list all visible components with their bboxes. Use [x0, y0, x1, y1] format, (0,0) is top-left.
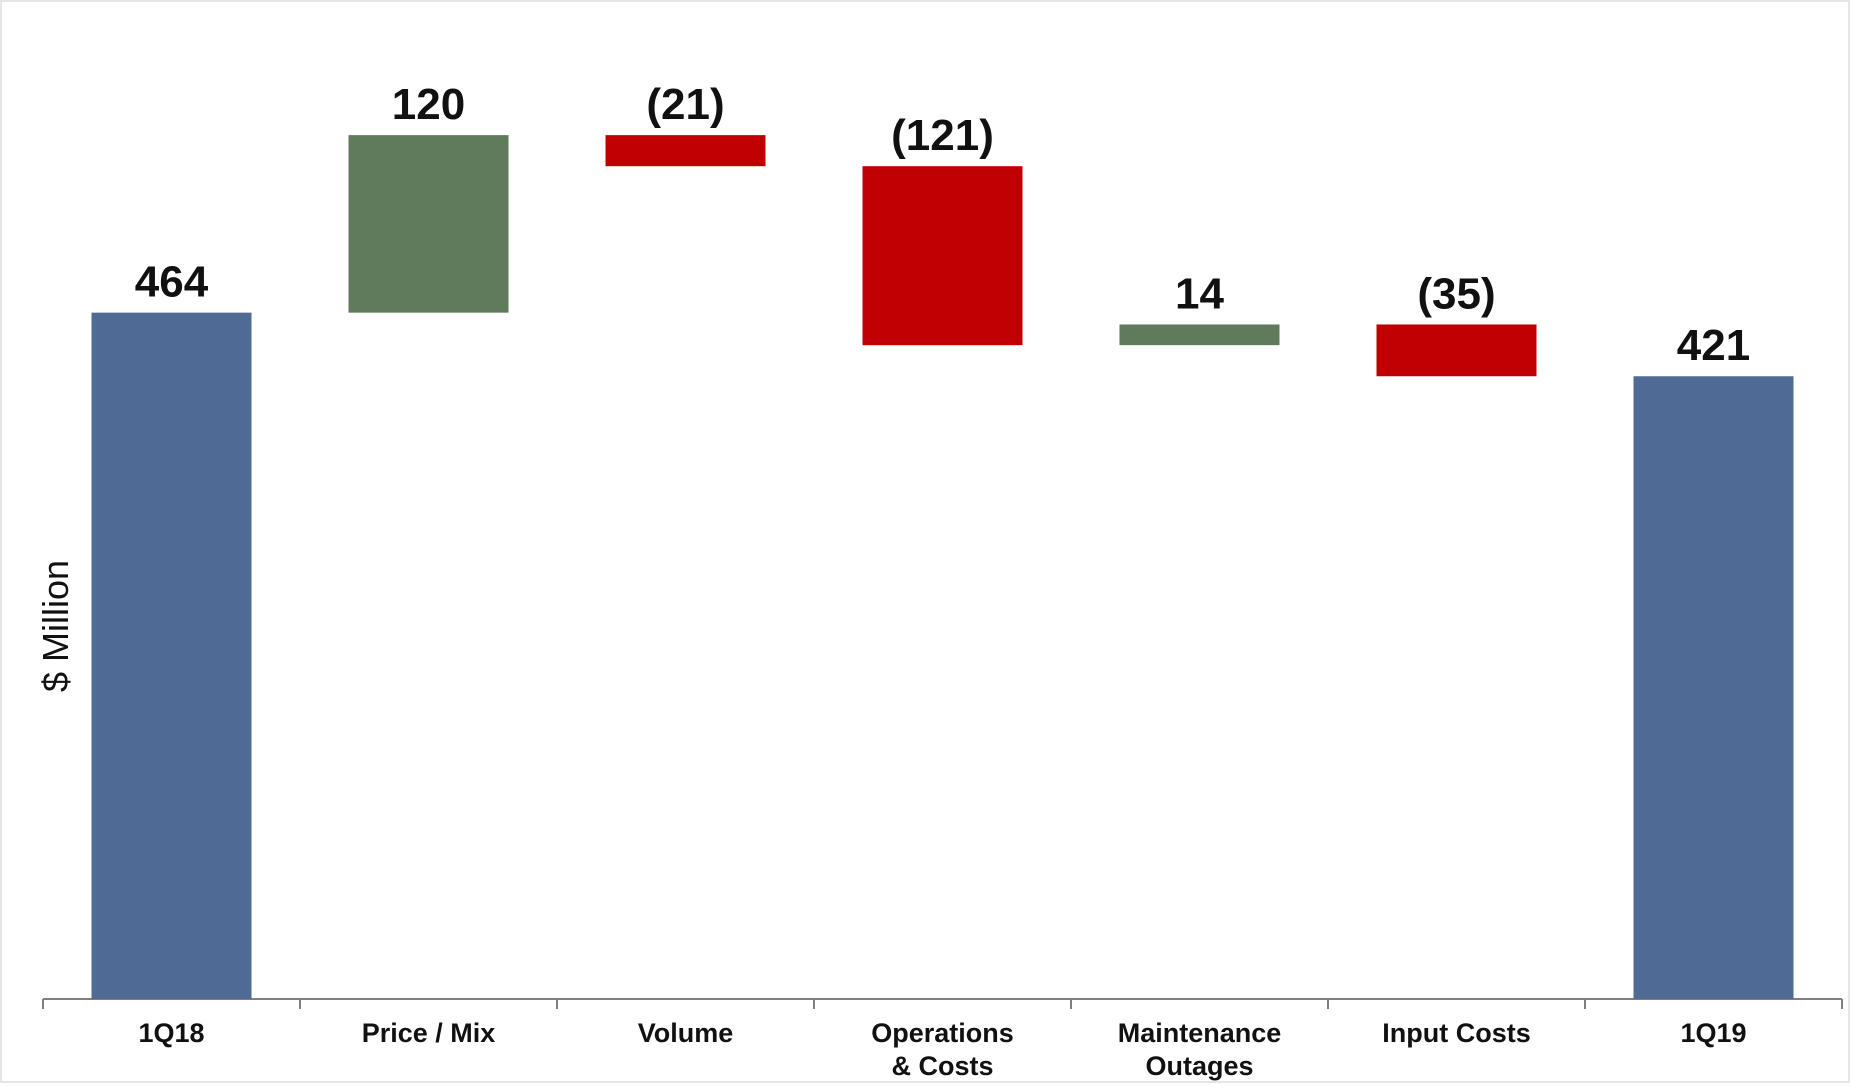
data-label-operations-costs: (121) [891, 111, 994, 160]
x-tick-label-input-costs: Input Costs [1382, 1018, 1531, 1048]
data-label-maintenance-outages: 14 [1175, 269, 1224, 318]
y-axis-label: $ Million [35, 560, 76, 692]
x-tick-label-volume: Volume [638, 1018, 734, 1048]
x-tick-label-operations-costs: & Costs [891, 1051, 993, 1081]
bar-volume [605, 135, 766, 167]
data-labels: 464 120 (21) (121) 14 (35) 421 [135, 80, 1750, 370]
bar-1q19 [1633, 376, 1794, 999]
bars [91, 135, 1794, 1000]
x-tick-label-operations-costs: Operations [871, 1018, 1014, 1048]
x-tick-label-1q18: 1Q18 [138, 1018, 204, 1048]
x-tick-label-maintenance-outages: Maintenance [1118, 1018, 1282, 1048]
data-label-1q19: 421 [1677, 321, 1750, 370]
x-tick-label-maintenance-outages: Outages [1145, 1051, 1253, 1081]
x-tick-label-price-mix: Price / Mix [362, 1018, 496, 1048]
bar-operations-costs [862, 166, 1023, 346]
bar-price-mix [348, 135, 509, 313]
category-labels: 1Q18 Price / Mix Volume Operations& Costs Ma… [138, 1018, 1746, 1081]
data-label-volume: (21) [646, 80, 724, 129]
x-tick-label-1q19: 1Q19 [1680, 1018, 1746, 1048]
data-label-1q18: 464 [135, 258, 209, 307]
bar-maintenance-outages [1119, 324, 1280, 346]
data-label-price-mix: 120 [392, 80, 465, 129]
x-axis-ticks [42, 999, 1843, 1009]
data-label-input-costs: (35) [1417, 269, 1495, 318]
bar-input-costs [1376, 324, 1537, 377]
bar-1q18 [91, 312, 252, 1000]
